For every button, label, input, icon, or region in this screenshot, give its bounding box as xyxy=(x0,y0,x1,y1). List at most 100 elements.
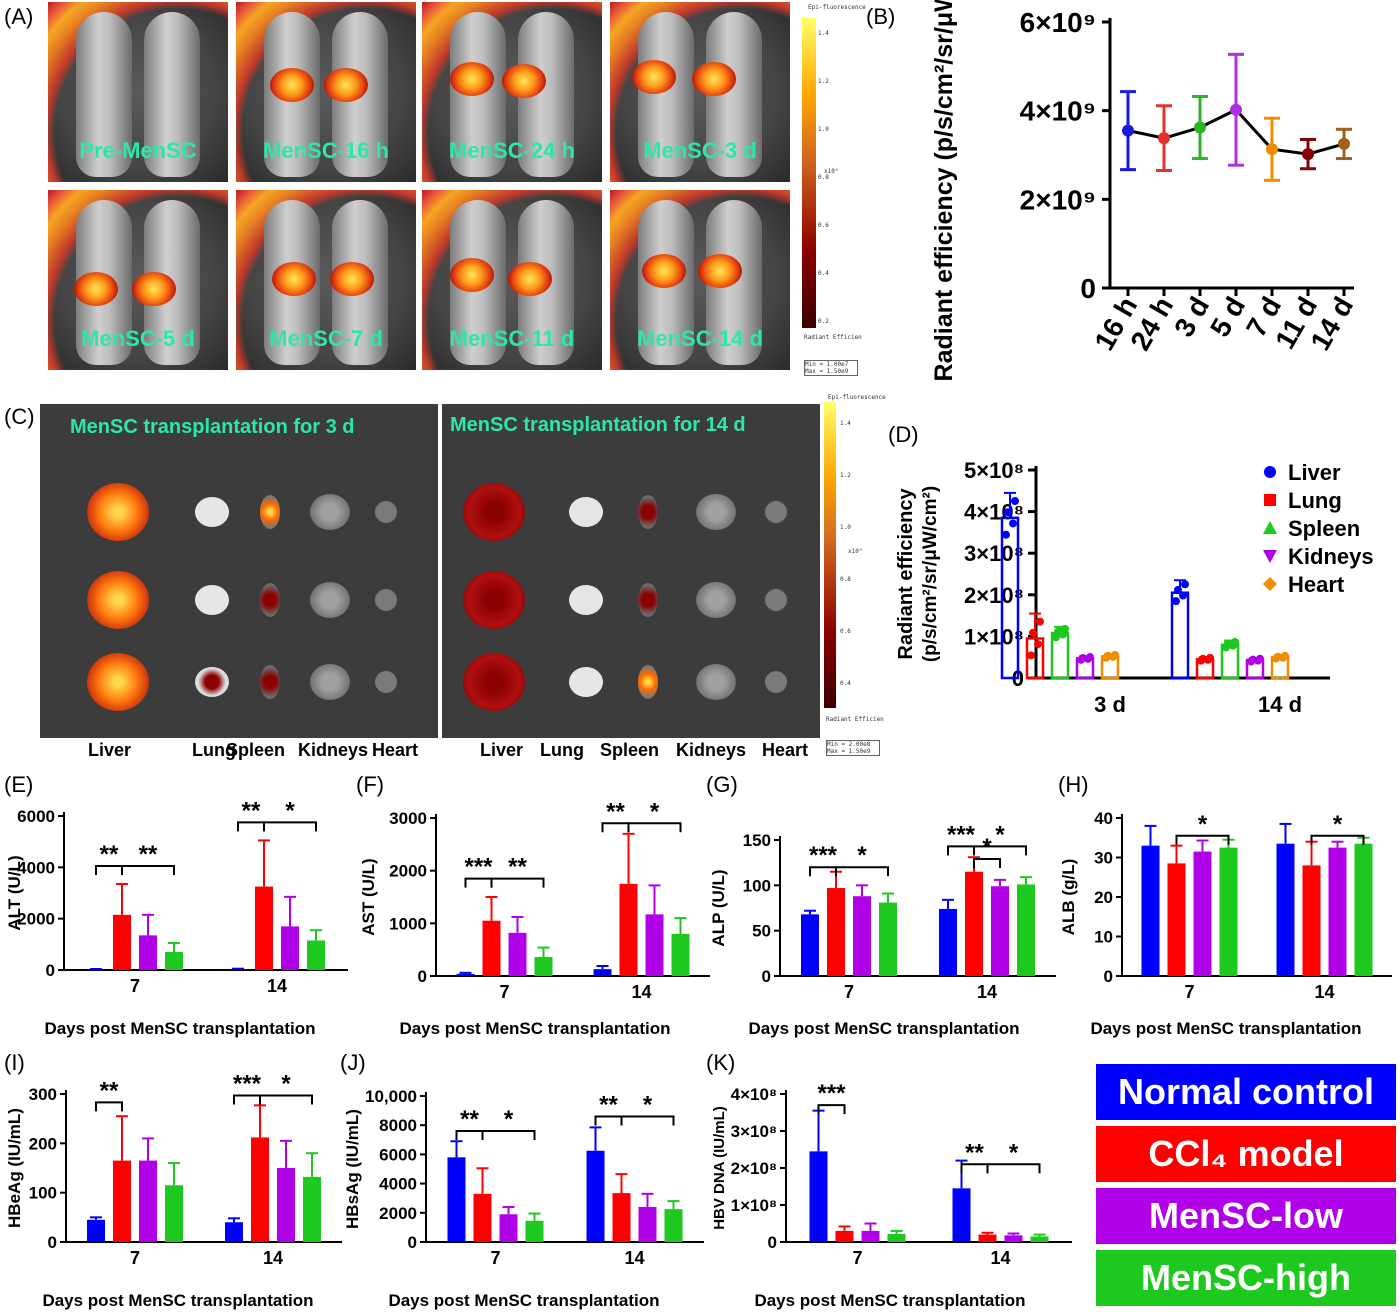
x-tick-label: 7 xyxy=(844,982,854,1002)
organ-liver xyxy=(87,483,149,541)
significance-bracket xyxy=(121,865,175,876)
organ-heart xyxy=(375,589,397,611)
y-tick-label: 6000 xyxy=(379,1145,417,1164)
fluorescence-signal xyxy=(330,262,374,296)
organ-kidneys xyxy=(310,582,350,618)
bar xyxy=(1219,847,1238,976)
panel-label-c: (C) xyxy=(4,404,35,429)
significance-bracket xyxy=(620,1115,675,1126)
x-tick-label: 3 d xyxy=(1094,692,1126,717)
data-point xyxy=(1338,137,1350,150)
significance-mark: ** xyxy=(242,797,261,824)
significance-mark: ** xyxy=(100,1077,119,1104)
data-point xyxy=(1194,121,1206,134)
legend-marker xyxy=(1264,466,1276,478)
data-point xyxy=(1027,651,1035,660)
legend-marker xyxy=(1263,521,1277,534)
data-point xyxy=(1086,653,1094,662)
significance-bracket xyxy=(835,866,889,877)
y-tick-label: 0 xyxy=(418,967,427,986)
panel-label-j: (J) xyxy=(340,1050,366,1075)
y-axis-title: ALP (U/L) xyxy=(709,869,728,946)
bar xyxy=(1354,843,1373,976)
bar xyxy=(303,1176,321,1242)
fluorescence-signal xyxy=(74,272,118,306)
data-point xyxy=(1231,637,1239,646)
scale-tick: 0.4 xyxy=(818,270,829,277)
x-tick-label: 14 xyxy=(263,1248,283,1268)
bar xyxy=(965,871,983,976)
y-axis-title-units: (p/s/cm²/sr/μW/cm²) xyxy=(920,486,941,662)
organ-spleen xyxy=(260,583,280,617)
fluorescence-signal xyxy=(450,62,494,96)
panel-label-h: (H) xyxy=(1058,772,1089,797)
y-tick-label: 0 xyxy=(48,1233,57,1252)
bar xyxy=(671,933,690,976)
bar xyxy=(508,932,527,976)
y-tick-label: 2000 xyxy=(17,910,55,929)
fluorescence-signal xyxy=(132,272,176,306)
data-point xyxy=(1158,132,1170,145)
scale-tick: 1.2 xyxy=(818,78,829,85)
data-point xyxy=(1002,530,1010,539)
x-tick-label: 7 xyxy=(130,1248,140,1268)
data-point xyxy=(1104,651,1112,660)
fluorescence-signal xyxy=(698,254,742,288)
y-tick-label: 1×10⁸ xyxy=(731,1196,777,1215)
y-tick-label: 150 xyxy=(743,831,771,850)
bar xyxy=(1276,843,1295,976)
x-tick-label: 7 xyxy=(1184,982,1194,1002)
bar xyxy=(473,1193,492,1242)
mouse-image-tile: MenSC-7 d xyxy=(236,190,416,370)
x-tick-label: 5 d xyxy=(1204,292,1251,343)
significance-bracket xyxy=(490,877,545,888)
organ-label: Liver xyxy=(88,740,132,760)
scale-tick: 0.6 xyxy=(840,628,851,635)
significance-mark: * xyxy=(643,1091,653,1118)
bar xyxy=(645,914,664,976)
organ-heart xyxy=(765,501,787,523)
y-tick-label: 6000 xyxy=(17,807,55,826)
y-tick-label: 10,000 xyxy=(365,1087,417,1106)
legend-marker xyxy=(1263,550,1277,563)
data-point xyxy=(1054,627,1062,636)
y-tick-label: 2000 xyxy=(379,1204,417,1223)
bar xyxy=(809,1151,828,1242)
bar xyxy=(1167,863,1186,976)
significance-bracket xyxy=(960,1163,989,1174)
organ-label: Kidneys xyxy=(676,740,747,760)
x-tick-label: 14 xyxy=(624,1248,644,1268)
y-axis-title: ALT (U/L) xyxy=(5,855,24,930)
chart-h: 0 10 20 30 40 ALB (g/L) 7 14 * * Days post MenSC t… xyxy=(1059,809,1392,1038)
organ-heart xyxy=(765,671,787,693)
bar xyxy=(307,940,325,970)
scale-unit: x10⁹ xyxy=(824,168,839,175)
data-point xyxy=(1266,143,1278,156)
color-scale-bar xyxy=(802,18,816,328)
bar xyxy=(991,886,1009,976)
bar xyxy=(139,1160,157,1242)
data-point xyxy=(1061,624,1069,633)
panel-label-g: (G) xyxy=(706,772,738,797)
bar xyxy=(887,1233,906,1242)
fluorescence-signal xyxy=(272,262,316,296)
organ-kidneys xyxy=(696,494,736,530)
y-tick-label: 0 xyxy=(408,1233,417,1252)
y-tick-label: 2000 xyxy=(389,862,427,881)
scale-unit-c: x10⁹ xyxy=(848,548,863,555)
data-point xyxy=(1181,580,1189,589)
chart-b: 0 2×10⁹ 4×10⁹ 6×10⁹ Radiant efficiency (p/s/… xyxy=(930,0,1359,381)
color-scale-bar-c xyxy=(824,402,836,708)
x-axis-title: Days post MenSC transplantation xyxy=(399,1019,670,1038)
significance-mark: ** xyxy=(460,1106,479,1133)
bar xyxy=(612,1193,631,1242)
data-point xyxy=(1281,651,1289,660)
bar xyxy=(978,1234,997,1242)
data-point xyxy=(1174,585,1182,594)
tile-label: MenSC-5 d xyxy=(81,326,195,351)
bar xyxy=(801,914,819,976)
mouse-image-tile: MenSC-11 d xyxy=(422,190,602,370)
tile-label: MenSC-7 d xyxy=(269,326,383,351)
y-axis-title: ALB (g/L) xyxy=(1059,859,1078,935)
